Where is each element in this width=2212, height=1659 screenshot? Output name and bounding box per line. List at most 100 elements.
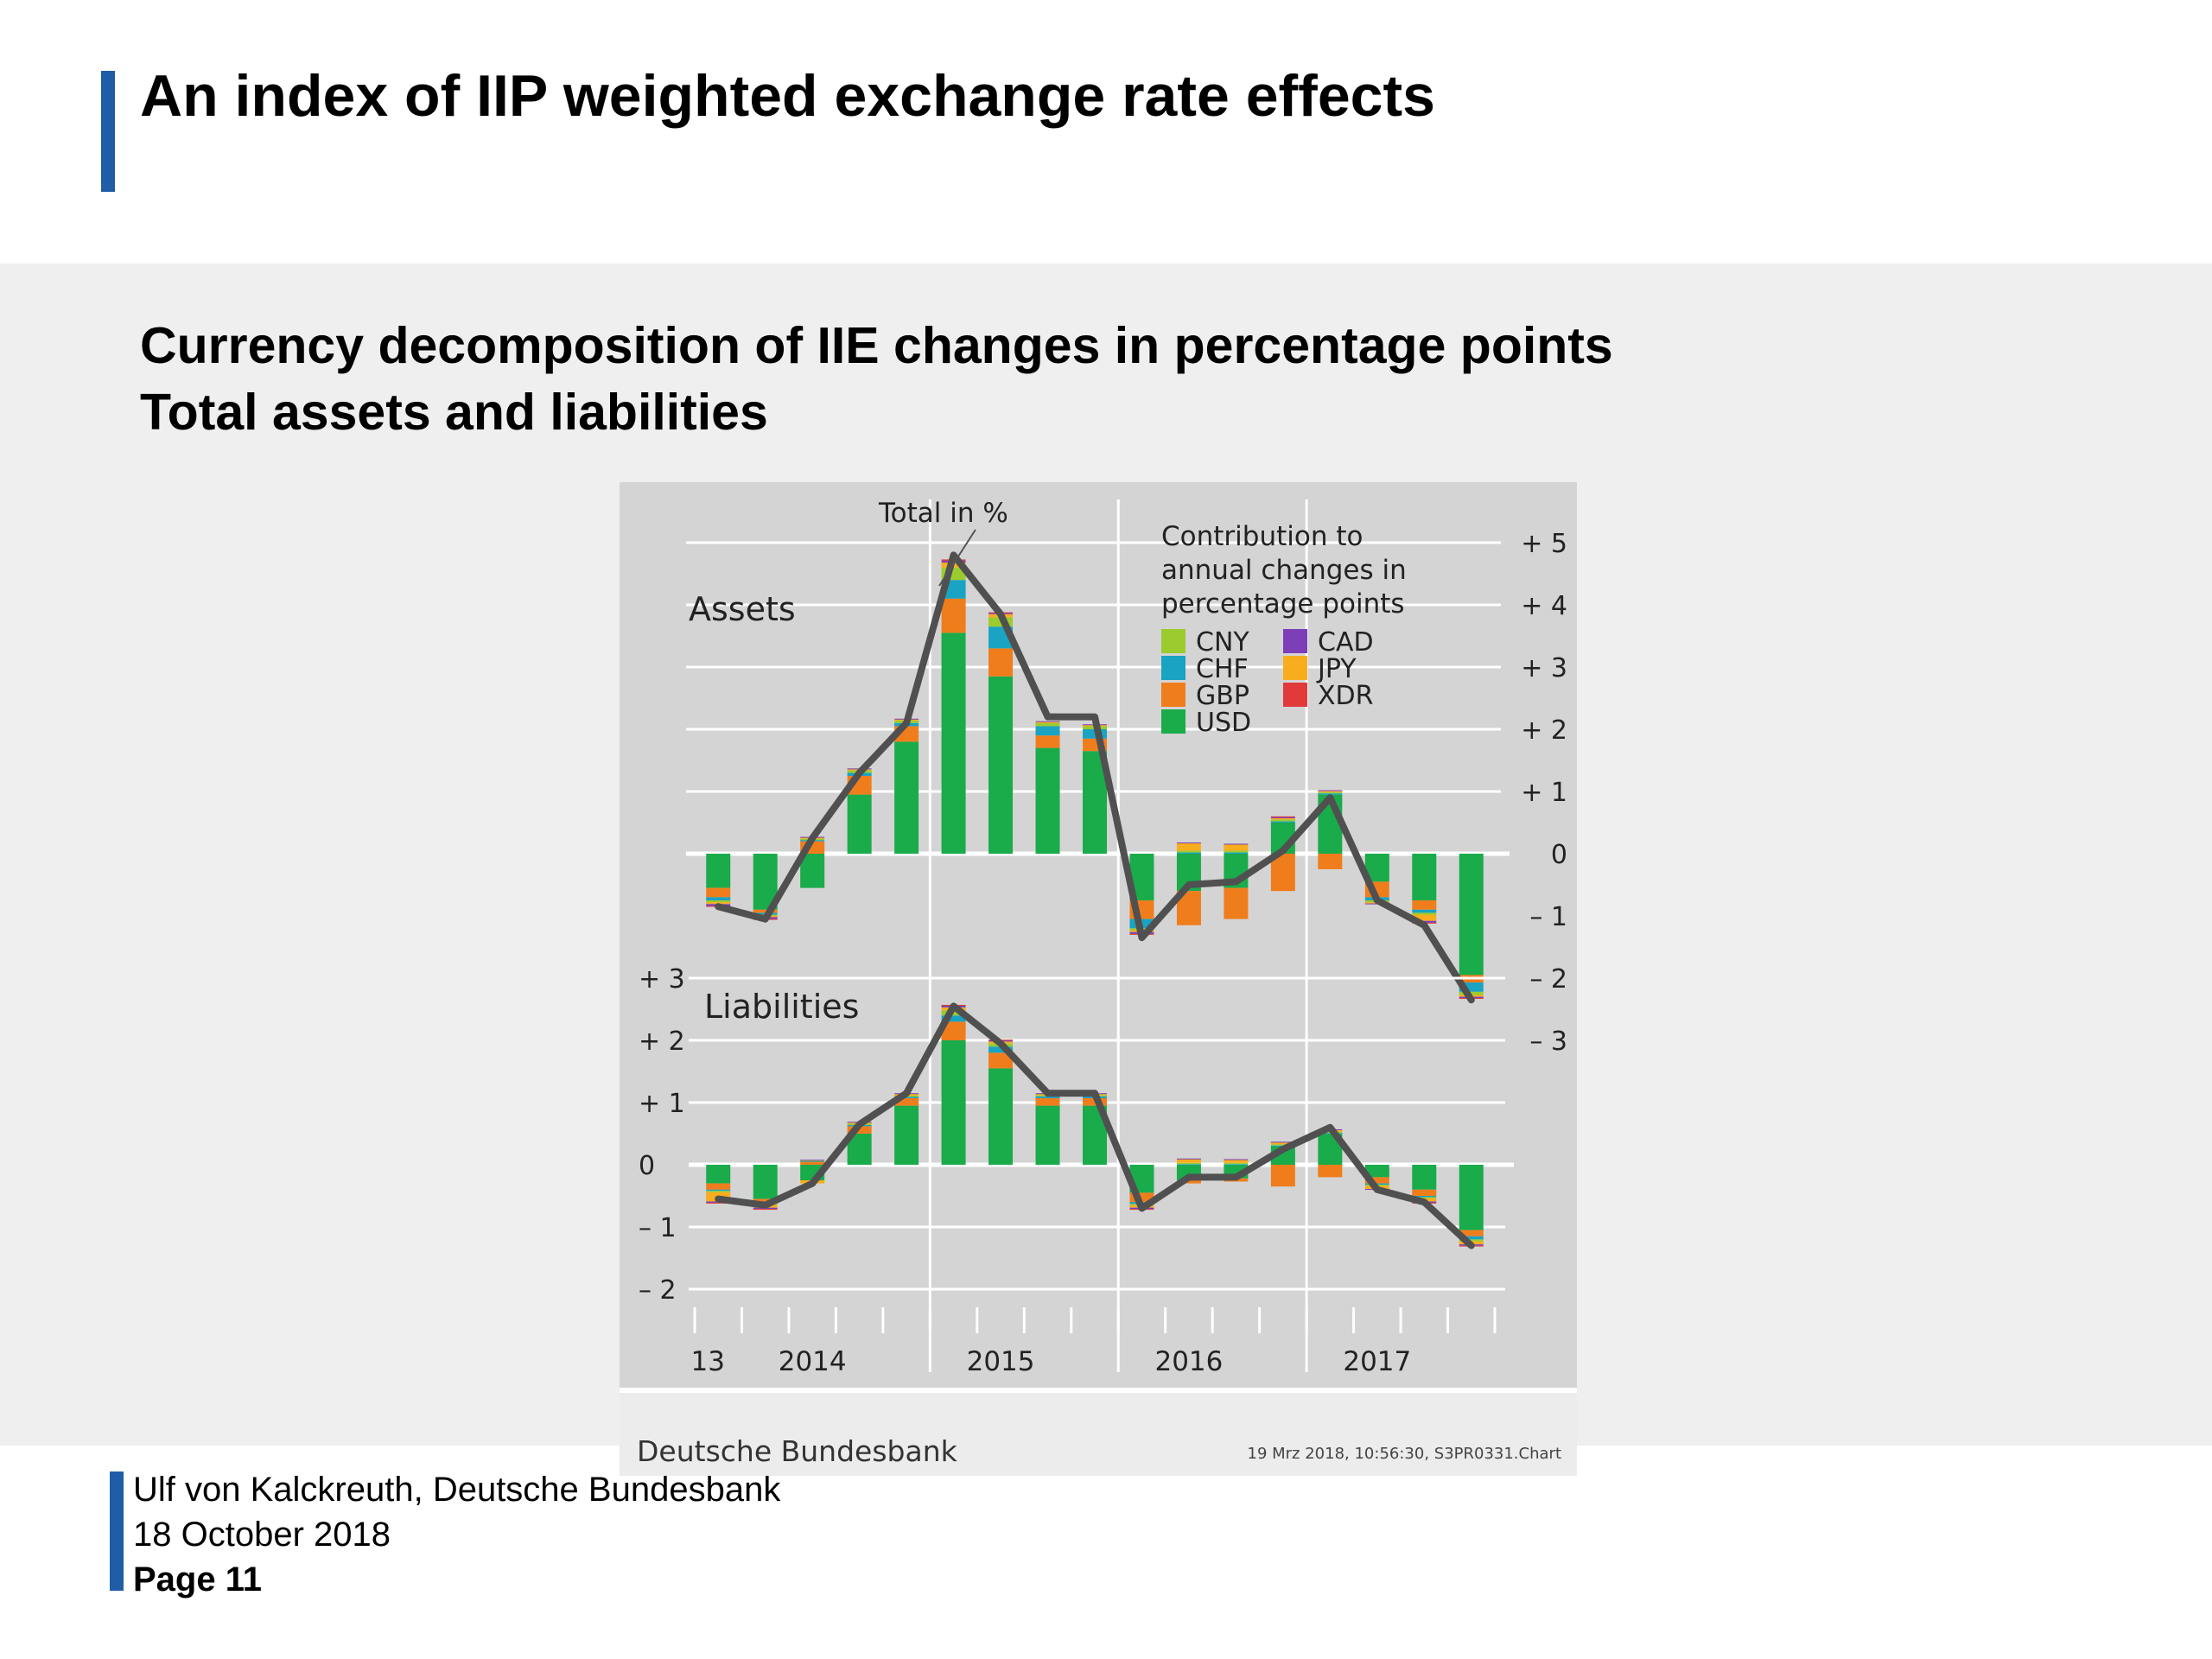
bar-cad (1224, 843, 1249, 845)
bar-gbp (800, 1161, 825, 1165)
y-tick-label: + 3 (1521, 653, 1567, 683)
slide-title: An index of IIP weighted exchange rate e… (140, 63, 1435, 129)
bar-chf (1176, 852, 1201, 854)
bar-cny (800, 1160, 825, 1161)
x-year-label: 13 (691, 1346, 725, 1377)
bar-chf (1412, 1196, 1437, 1198)
bar-jpy (1270, 817, 1295, 820)
panel-label-liabilities: Liabilities (704, 988, 859, 1026)
chart-timestamp: 19 Mrz 2018, 10:56:30, S3PR0331.Chart (1247, 1445, 1562, 1463)
subtitle-line-1: Currency decomposition of IIE changes in… (140, 317, 1613, 374)
bar-jpy (1176, 842, 1201, 851)
legend-swatch-cad (1283, 629, 1307, 653)
bar-chf (1224, 852, 1249, 854)
panel-label-assets: Assets (689, 590, 796, 628)
bar-usd (1459, 1165, 1484, 1230)
bar-chf (1035, 1096, 1060, 1098)
legend-label-gbp: GBP (1196, 681, 1249, 711)
bar-gbp (988, 1052, 1014, 1069)
bar-jpy (1224, 844, 1249, 851)
bar-cny (1224, 850, 1249, 853)
bar-usd (753, 1165, 778, 1199)
legend-title-line: Contribution to (1161, 521, 1363, 552)
chart-svg: + 5 + 4 + 3 + 2 + 1 0 – 1 – 2 – 3 Assets + 3 + 2 + 1… (639, 498, 1567, 1377)
bar-cad (1035, 721, 1060, 722)
bar-chf (1318, 793, 1343, 795)
bar-chf (706, 897, 731, 900)
legend-title-line: percentage points (1161, 588, 1405, 620)
bar-gbp (1412, 900, 1437, 910)
bar-gbp (706, 887, 731, 898)
legend-label-usd: USD (1196, 708, 1251, 738)
bar-gbp (706, 1183, 731, 1190)
bar-usd (894, 1105, 919, 1165)
bar-cny (1412, 912, 1437, 915)
legend-swatch-usd (1161, 709, 1185, 734)
bar-usd (988, 676, 1014, 854)
bar-gbp (941, 1021, 966, 1040)
slide-footer: Ulf von Kalckreuth, Deutsche Bundesbank … (133, 1467, 780, 1602)
title-accent-bar (101, 71, 115, 192)
y-tick-label: – 3 (1529, 1027, 1567, 1057)
footer-date: 18 October 2018 (133, 1516, 391, 1554)
x-year-label: 2017 (1343, 1346, 1411, 1377)
bar-cad (1270, 1141, 1295, 1143)
bar-usd (988, 1068, 1014, 1165)
bar-cny (1224, 1162, 1249, 1165)
bar-gbp (753, 1198, 778, 1203)
bar-chf (894, 1096, 919, 1098)
y-tick-label: – 1 (639, 1213, 677, 1243)
bar-cad (1176, 1158, 1201, 1160)
total-line-liabilities (715, 1002, 1475, 1249)
y-tick-label: + 2 (1521, 715, 1567, 746)
bar-cny (1270, 1144, 1295, 1146)
bar-chf (706, 1189, 731, 1192)
total-line-annotation: Total in % (878, 498, 1008, 529)
bar-usd (1412, 1165, 1437, 1190)
y-tick-label: + 2 (639, 1027, 685, 1057)
bar-chf (1176, 1164, 1201, 1166)
bar-chf (800, 1160, 825, 1162)
bar-usd (706, 1165, 731, 1184)
bar-cny (706, 1191, 731, 1192)
bar-gbp (1318, 1165, 1343, 1178)
y-tick-label: – 2 (1529, 964, 1567, 995)
bar-gbp (988, 648, 1014, 677)
x-year-label: 2015 (967, 1346, 1035, 1377)
legend-swatch-xdr (1283, 683, 1307, 707)
bar-gbp (1459, 1230, 1484, 1236)
bar-cad (1176, 842, 1201, 844)
chart-footer: Deutsche Bundesbank 19 Mrz 2018, 10:56:3… (620, 1388, 1577, 1476)
y-tick-label: 0 (639, 1151, 655, 1181)
bar-chf (1035, 726, 1060, 736)
x-year-label: 2016 (1154, 1346, 1223, 1377)
bar-xdr (753, 1209, 778, 1211)
bar-gbp (941, 598, 966, 633)
y-tick-label: + 3 (639, 964, 685, 995)
bar-xdr (706, 1202, 731, 1204)
bar-chf (1412, 909, 1437, 913)
bar-usd (1412, 854, 1437, 900)
bar-cny (1318, 791, 1343, 794)
y-tick-label: + 5 (1521, 529, 1567, 559)
subtitle-line-2: Total assets and liabilities (140, 384, 768, 441)
bar-chf (1083, 729, 1107, 739)
bar-cny (1459, 1239, 1484, 1242)
bar-usd (847, 794, 872, 854)
bar-cny (706, 900, 731, 903)
chart-subtitle: Currency decomposition of IIE changes in… (140, 313, 1613, 446)
legend-label-xdr: XDR (1318, 681, 1374, 711)
bar-cny (1412, 1197, 1437, 1198)
legend-label-chf: CHF (1196, 654, 1249, 684)
footer-accent-bar (110, 1471, 124, 1591)
bar-usd (1035, 1105, 1060, 1165)
bar-cny (1176, 1162, 1201, 1165)
legend-label-jpy: JPY (1316, 654, 1357, 684)
bar-chf (988, 1046, 1014, 1053)
chart-source-label: Deutsche Bundesbank (637, 1434, 957, 1468)
bar-gbp (847, 1126, 872, 1134)
legend-title-line: annual changes in (1161, 555, 1407, 586)
bar-jpy (1176, 1159, 1201, 1163)
y-tick-label: – 2 (639, 1275, 677, 1306)
y-tick-label: + 4 (1521, 591, 1567, 621)
